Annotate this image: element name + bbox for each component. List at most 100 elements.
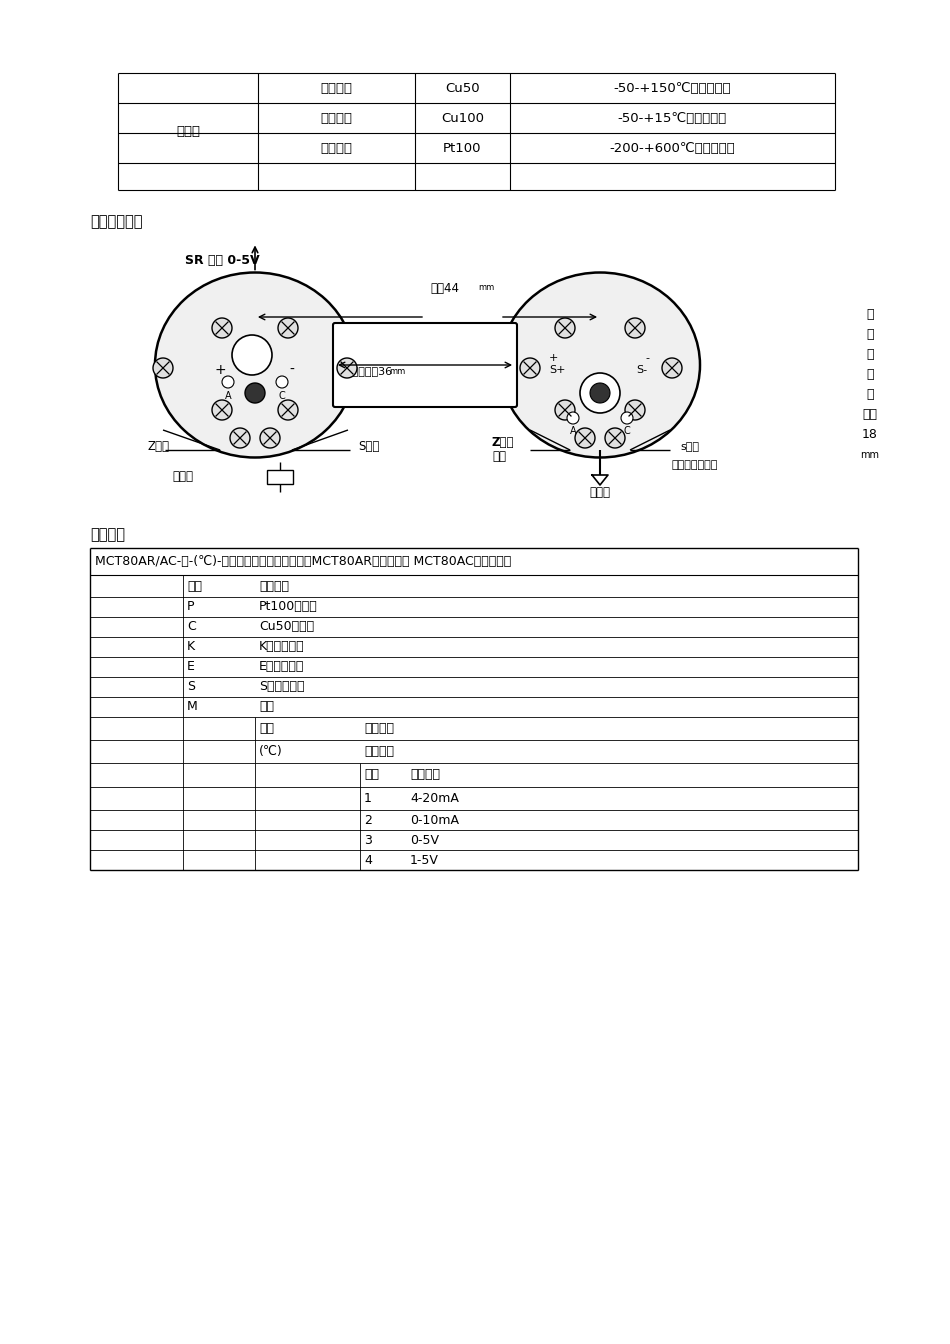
Text: K分度热焵偶: K分度热焵偶: [259, 641, 305, 653]
Text: Z零点: Z零点: [492, 437, 515, 449]
Text: 送: 送: [866, 328, 874, 341]
Circle shape: [555, 401, 575, 419]
Text: 热电偶: 热电偶: [590, 487, 611, 500]
Text: s满度: s满度: [680, 442, 699, 452]
Text: -200-+600℃范围内任选: -200-+600℃范围内任选: [610, 141, 735, 155]
Text: E分度热焵偶: E分度热焵偶: [259, 660, 304, 673]
Text: Pt100: Pt100: [444, 141, 482, 155]
Text: 测量范围: 测量范围: [364, 722, 394, 735]
Circle shape: [621, 413, 633, 423]
Text: S分度热焵偶: S分度热焵偶: [259, 680, 305, 694]
Text: mm: mm: [861, 450, 880, 460]
Text: B: B: [597, 388, 603, 398]
Text: 4: 4: [364, 853, 371, 867]
Text: 外形44: 外形44: [430, 281, 459, 294]
Text: 热电阵: 热电阵: [270, 469, 291, 482]
Text: mm: mm: [478, 284, 494, 293]
Text: 高: 高: [866, 368, 874, 382]
Text: S-: S-: [636, 366, 648, 375]
Circle shape: [567, 413, 579, 423]
FancyBboxPatch shape: [333, 323, 517, 407]
Circle shape: [605, 427, 625, 448]
Text: 18: 18: [862, 429, 878, 441]
Bar: [267, 470, 293, 484]
Text: 输出信号: 输出信号: [410, 769, 440, 781]
Text: 铜热电阵: 铜热电阵: [320, 112, 352, 125]
Text: K: K: [187, 641, 195, 653]
Text: C: C: [278, 391, 285, 401]
Ellipse shape: [155, 273, 355, 457]
Text: B: B: [252, 388, 258, 398]
Text: Cu50热电阵: Cu50热电阵: [259, 621, 314, 633]
Text: 安装孔间距36: 安装孔间距36: [345, 366, 392, 376]
Circle shape: [212, 319, 232, 337]
Circle shape: [575, 427, 595, 448]
Text: 銂热电阵: 銂热电阵: [320, 141, 352, 155]
Text: S: S: [187, 680, 195, 694]
Circle shape: [337, 358, 357, 378]
Text: M: M: [187, 700, 198, 714]
Text: 3: 3: [364, 833, 371, 847]
Text: SR: SR: [244, 349, 259, 360]
Text: +: +: [214, 363, 226, 378]
Text: 1-5V: 1-5V: [410, 853, 439, 867]
Text: 选型表：: 选型表：: [90, 527, 125, 543]
Text: -: -: [645, 353, 649, 363]
Circle shape: [230, 427, 250, 448]
Text: C: C: [187, 621, 196, 633]
Circle shape: [278, 401, 298, 419]
Text: 输入类型: 输入类型: [259, 579, 289, 593]
Text: -50-+15℃范围内任选: -50-+15℃范围内任选: [618, 112, 727, 125]
Text: 代码: 代码: [259, 722, 274, 735]
Text: -50-+150℃范围内任选: -50-+150℃范围内任选: [614, 82, 732, 94]
Text: 代码: 代码: [364, 769, 379, 781]
Circle shape: [662, 358, 682, 378]
Circle shape: [276, 376, 288, 388]
Text: S满度: S满度: [358, 441, 379, 453]
Text: -: -: [290, 363, 294, 378]
Text: E: E: [187, 660, 195, 673]
Circle shape: [278, 319, 298, 337]
Text: 铜热电阵: 铜热电阵: [320, 82, 352, 94]
Circle shape: [625, 401, 645, 419]
Text: ：：: ：：: [863, 409, 878, 422]
Text: 热电偶: 热电偶: [176, 125, 200, 138]
Text: 变: 变: [866, 309, 874, 321]
Text: 4-20mA: 4-20mA: [410, 792, 459, 805]
Text: 器: 器: [866, 348, 874, 362]
Text: SR 输出 0-5V: SR 输出 0-5V: [185, 254, 259, 266]
Text: 调节: 调节: [492, 450, 506, 464]
Text: 其它: 其它: [259, 700, 274, 714]
Text: Cu100: Cu100: [441, 112, 484, 125]
Text: 外形尺寸图：: 外形尺寸图：: [90, 215, 142, 230]
Text: P: P: [187, 601, 195, 613]
Circle shape: [260, 427, 280, 448]
Circle shape: [222, 376, 234, 388]
Text: 度: 度: [866, 388, 874, 402]
Circle shape: [153, 358, 173, 378]
Text: C: C: [623, 426, 631, 435]
Circle shape: [590, 383, 610, 403]
Text: Z零点: Z零点: [148, 441, 170, 453]
Text: Pt100热电阵: Pt100热电阵: [259, 601, 317, 613]
Ellipse shape: [500, 273, 700, 457]
Text: 冷端补偿传感器: 冷端补偿传感器: [672, 460, 718, 470]
Text: A: A: [570, 426, 577, 435]
Text: 补偿端: 补偿端: [173, 469, 194, 482]
Circle shape: [580, 374, 620, 413]
Text: 代码: 代码: [187, 579, 202, 593]
Text: mm: mm: [389, 367, 406, 375]
Text: (℃): (℃): [259, 745, 283, 758]
Circle shape: [555, 319, 575, 337]
Text: Cu50: Cu50: [446, 82, 480, 94]
Circle shape: [212, 401, 232, 419]
Circle shape: [245, 383, 265, 403]
Text: 0-5V: 0-5V: [410, 833, 439, 847]
Text: 用户指明: 用户指明: [364, 745, 394, 758]
Text: 2: 2: [364, 813, 371, 827]
Text: 0-10mA: 0-10mA: [410, 813, 459, 827]
Text: A: A: [225, 391, 231, 401]
Text: S+: S+: [550, 366, 566, 375]
Text: MCT80AR/AC-口-(℃)-口高精度温度变送器模块（MCT80AR：热电阵； MCT80AC：热电偶）: MCT80AR/AC-口-(℃)-口高精度温度变送器模块（MCT80AR：热电阵…: [95, 555, 511, 569]
Circle shape: [232, 335, 272, 375]
